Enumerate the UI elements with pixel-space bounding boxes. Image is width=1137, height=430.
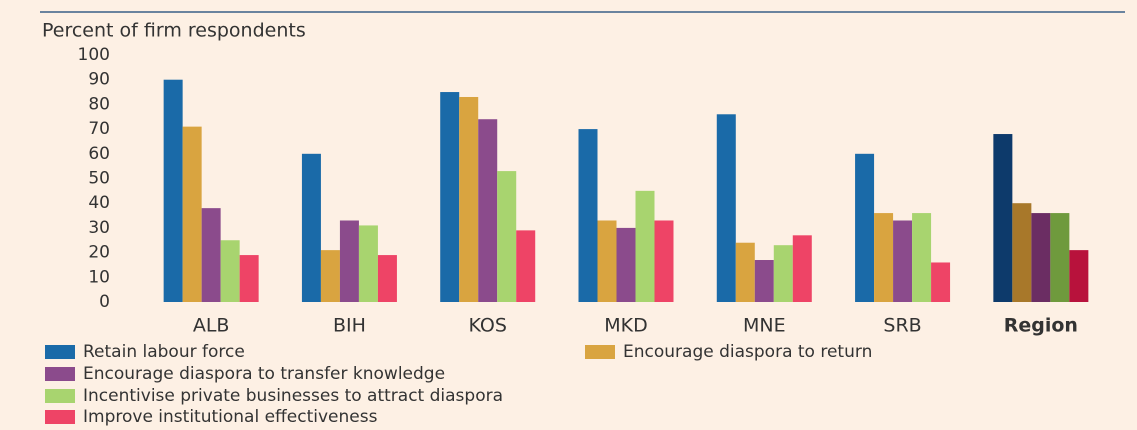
bar <box>1050 213 1070 302</box>
bar <box>377 255 397 302</box>
legend-swatch <box>45 389 75 403</box>
bar <box>220 240 240 302</box>
bar <box>912 213 932 302</box>
bar <box>497 171 517 302</box>
y-axis-label: Percent of firm respondents <box>42 20 306 42</box>
bar <box>239 255 259 302</box>
bar <box>931 262 951 302</box>
legend-swatch <box>45 345 75 359</box>
y-tick-label: 60 <box>88 144 110 164</box>
bar <box>1031 213 1051 302</box>
legend-label: Improve institutional effectiveness <box>83 407 378 427</box>
y-tick-label: 90 <box>88 70 110 90</box>
y-tick-label: 100 <box>78 45 110 65</box>
y-tick-label: 40 <box>88 193 110 213</box>
bar <box>320 250 340 302</box>
bar <box>597 220 617 302</box>
legend-swatch <box>585 345 615 359</box>
legend-swatch <box>45 367 75 381</box>
x-tick-label: MNE <box>743 315 786 337</box>
legend-label: Encourage diaspora to transfer knowledge <box>83 364 445 384</box>
y-tick-label: 30 <box>88 218 110 238</box>
bar <box>792 235 812 302</box>
bar <box>635 190 655 302</box>
bar <box>735 242 755 302</box>
bar <box>339 220 359 302</box>
bar <box>358 225 378 302</box>
bar <box>516 230 536 302</box>
bar <box>893 220 913 302</box>
bar <box>440 92 460 302</box>
bar <box>993 134 1013 302</box>
bar <box>578 129 598 302</box>
y-tick-label: 50 <box>88 169 110 189</box>
bar <box>654 220 674 302</box>
x-tick-label: SRB <box>883 315 921 337</box>
bar <box>478 119 498 302</box>
legend-label: Incentivise private businesses to attrac… <box>83 386 503 406</box>
bar <box>201 208 221 302</box>
bar <box>459 96 479 303</box>
y-tick-label: 20 <box>88 243 110 263</box>
y-tick-label: 70 <box>88 119 110 139</box>
bar <box>855 153 875 302</box>
legend-label: Retain labour force <box>83 342 245 362</box>
x-tick-label: ALB <box>193 315 230 337</box>
bar <box>182 126 202 302</box>
bar <box>716 114 736 302</box>
bar <box>163 79 183 302</box>
bar <box>1012 203 1032 302</box>
bar <box>874 213 894 302</box>
y-tick-label: 80 <box>88 94 110 114</box>
bar <box>616 227 636 302</box>
x-tick-label: MKD <box>604 315 647 337</box>
bar <box>773 245 793 302</box>
bar <box>754 260 774 302</box>
x-tick-label: KOS <box>468 315 506 337</box>
legend-swatch <box>45 410 75 424</box>
x-tick-label: BIH <box>333 315 366 337</box>
bar <box>1069 250 1089 302</box>
x-tick-label: Region <box>1004 315 1078 337</box>
y-tick-label: 10 <box>88 267 110 287</box>
y-tick-label: 0 <box>99 292 110 312</box>
bar <box>301 153 321 302</box>
legend-label: Encourage diaspora to return <box>623 342 872 362</box>
